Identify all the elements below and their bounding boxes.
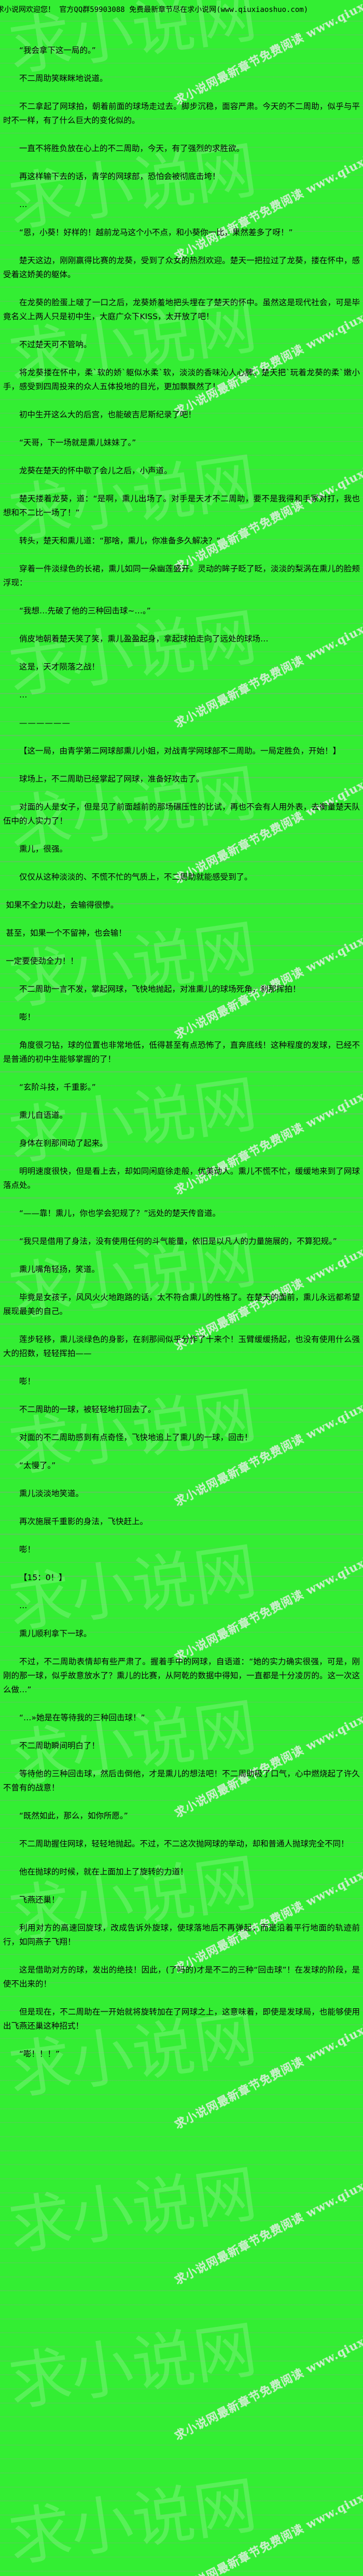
chapter-text-body: “我会拿下这一局的。” 不二周助笑眯眯地说道。不二拿起了网球拍，朝着前面的球场走过… xyxy=(0,44,363,2061)
chapter-paragraph: 这是借助对方的球，发出的绝技！因此，(了吗的)才是不二的三种“回击球”！在发球的… xyxy=(3,1965,360,1989)
chapter-paragraph: 在龙葵的脸蛋上啵了一口之后，龙葵娇羞地把头埋在了楚天的怀中。虽然这是现代社会，可… xyxy=(3,298,360,321)
chapter-paragraph: “我想…先破了他的三种回击球~…。” xyxy=(19,606,151,615)
chapter-paragraph: “我只是借用了身法，没有使用任何的斗气能量，依旧是以凡人的力量施展的，不算犯规。… xyxy=(19,1237,337,1246)
chapter-paragraph: 不二周助握住网球，轻轻地抛起。不过，不二这次抛网球的举动，却和普通人抛球完全不同… xyxy=(19,1839,349,1848)
chapter-paragraph: 熏儿自语道。 xyxy=(19,1111,68,1120)
chapter-paragraph: 如果不全力以赴，会输得很惨。 xyxy=(6,900,119,910)
chapter-paragraph: 再这样输下去的话，青学的网球部，恐怕会被彻底击垮！ xyxy=(19,172,220,181)
chapter-paragraph: 不二周助一言不发，掌起网球，飞快地抛起，对准熏儿的球场死角，刹那挥拍！ xyxy=(19,984,301,994)
chapter-paragraph: 身体在刹那间动了起来。 xyxy=(19,1139,108,1148)
chapter-paragraph: 对面的人是女子，但是见了前面越前的那场碾压性的比试，再也不会有人用外表，去衡量楚… xyxy=(3,802,360,826)
site-watermark: 求小说网最新章节免费阅读 www.qiuxiaoshuo.com xyxy=(172,2295,363,2443)
chapter-paragraph: 球场上，不二周助已经掌起了网球，准备好攻击了。 xyxy=(19,774,204,784)
chapter-paragraph: 嘭！ xyxy=(19,1012,36,1022)
chapter-paragraph: 嘭！ xyxy=(19,1545,36,1554)
chapter-paragraph: “…»她是在等待我的三种回击球！” xyxy=(19,1713,145,1722)
chapter-paragraph: 不二拿起了网球拍，朝着前面的球场走过去。脚步沉稳，面容严肃。今天的不二周助，似乎… xyxy=(3,102,360,125)
chapter-paragraph: 嘭！ xyxy=(19,1377,36,1386)
chapter-paragraph: 龙葵在楚天的怀中歇了会儿之后，小声道。 xyxy=(19,466,172,475)
chapter-paragraph: 不过，不二周助表情却有些严肃了。握着手中的网球，自语道：“她的实力确实很强，可是… xyxy=(3,1657,360,1694)
chapter-paragraph: 楚天搂着龙葵，道：“是啊，熏儿出场了。对手是天才不二周助，要不是我得和手冢对打，… xyxy=(3,494,360,517)
chapter-paragraph: 【这一局，由青学第二网球部熏儿小姐，对战青学网球部不二周助。一局定胜负，开始！】 xyxy=(19,746,341,756)
site-watermark: 求小说网最新章节免费阅读 www.qiuxiaoshuo.com xyxy=(172,2140,363,2287)
page-content: 求小说网欢迎您！ 官方QQ群59903088 免费最新章节尽在求小说网(www.… xyxy=(0,6,363,2061)
chapter-paragraph: 熏儿顺利拿下一球。 xyxy=(19,1629,92,1638)
chapter-paragraph: “恩，小葵！好样的！越前龙马这个小不点，和小葵你一比，果然差多了呀！” xyxy=(19,228,293,237)
margin-watermark-ghost: 求小说网 xyxy=(4,2313,261,2420)
chapter-paragraph: … xyxy=(19,1601,27,1610)
chapter-paragraph: “——靠！熏儿，你也学会犯规了？”远处的楚天传音道。 xyxy=(19,1209,221,1218)
chapter-paragraph: “太慢了。” xyxy=(19,1461,56,1470)
chapter-paragraph: 不二周助瞬间明白了！ xyxy=(19,1741,100,1750)
chapter-paragraph: 俏皮地朝着楚天笑了笑，熏儿盈盈起身，拿起球拍走向了远处的球场… xyxy=(19,634,269,643)
chapter-paragraph: “天哥，下一场就是熏儿妹妹了。” xyxy=(19,438,136,447)
chapter-paragraph: 不过楚天可不管呐。 xyxy=(19,340,92,349)
chapter-paragraph: 一直不将胜负放在心上的不二周助，今天，有了强烈的求胜欲。 xyxy=(19,144,245,153)
chapter-paragraph: … xyxy=(19,200,27,209)
chapter-paragraph: “嘭！！！” xyxy=(19,2049,60,2059)
chapter-paragraph: 【15：0！】 xyxy=(19,1573,67,1582)
chapter-paragraph: 这是，天才陨落之战！ xyxy=(19,662,100,672)
chapter-paragraph: 将龙葵搂在怀中，柔`软的娇`躯似水柔`软，淡淡的香味沁人心脾。楚天把`玩着龙葵的… xyxy=(3,368,360,391)
chapter-paragraph: “我会拿下这一局的。” xyxy=(19,46,96,55)
chapter-paragraph: 不二周助笑眯眯地说道。 xyxy=(19,74,108,83)
chapter-paragraph: 楚天这边，刚刚赢得比赛的龙葵，受到了众女的热烈欢迎。楚天一把拉过了龙葵，搂在怀中… xyxy=(3,256,360,279)
chapter-paragraph: “玄阶斗技，千重影。” xyxy=(19,1083,96,1092)
chapter-paragraph: 莲步轻移，熏儿淡绿色的身影，在刹那间似乎分作了十来个！玉臂缓缓扬起，也没有使用什… xyxy=(3,1335,360,1358)
chapter-paragraph: 毕竟是女孩子，风风火火地跑路的话，太不符合熏儿的性格了。在楚天的面前，熏儿永远都… xyxy=(3,1293,360,1316)
site-watermark: 求小说网最新章节免费阅读 www.qiuxiaoshuo.com xyxy=(172,2451,363,2576)
margin-watermark-ghost: 求小说网 xyxy=(4,2158,261,2264)
chapter-paragraph: 仅仅从这种淡淡的、不慌不忙的气质上，不二周助就能感受到了。 xyxy=(19,872,253,882)
section-divider: —————— xyxy=(19,718,71,728)
chapter-paragraph: “既然如此，那么，如你所愿。” xyxy=(19,1811,128,1820)
chapter-paragraph: 不二周助的一球，被轻轻地打回去了。 xyxy=(19,1405,156,1414)
chapter-paragraph: 角度很刁钻，球的位置也非常地低，低得甚至有点恐怖了，直奔底线！这种程度的发球，已… xyxy=(3,1040,360,1064)
chapter-paragraph: 甚至，如果一个不留神，也会输！ xyxy=(6,928,127,938)
chapter-paragraph: 熏儿，很强。 xyxy=(19,844,68,854)
chapter-paragraph: 明明速度很快，但是看上去，却如同闲庭徐走般，优美动人。熏儿不慌不忙，缓缓地来到了… xyxy=(3,1167,360,1190)
chapter-paragraph: 一定要使劲全力！！ xyxy=(6,956,78,966)
chapter-paragraph: 初中生开这么大的后宫，也能破吉尼斯纪录了吧！ xyxy=(19,410,197,419)
chapter-paragraph: 熏儿嘴角轻扬，笑道。 xyxy=(19,1265,100,1274)
header-spacer xyxy=(0,16,363,44)
chapter-paragraph: 等待他的三种回击球，然后击倒他，才是熏儿的想法吧！不二周助吸了口气，心中燃烧起了… xyxy=(3,1769,360,1792)
chapter-paragraph: 再次施展千重影的身法，飞快赶上。 xyxy=(19,1517,148,1526)
chapter-paragraph: 飞燕还巢！ xyxy=(19,1895,60,1904)
chapter-paragraph: 转头，楚天和熏儿道：“那啥，熏儿，你准备多久解决？” xyxy=(19,536,221,545)
chapter-paragraph: 熏儿淡淡地笑道。 xyxy=(19,1489,84,1498)
chapter-paragraph: 利用对方的高速回旋球，改成告诉外旋球，使球落地后不再弹起，而是沿着平行地面的轨迹… xyxy=(3,1923,360,1947)
chapter-paragraph: … xyxy=(19,690,27,700)
chapter-paragraph: 穿着一件淡绿色的长裙，熏儿如同一朵幽莲盛开。灵动的眸子眨了眨，淡淡的梨涡在熏儿的… xyxy=(3,564,360,587)
margin-watermark-ghost: 求小说网 xyxy=(4,2469,261,2575)
chapter-paragraph: 但是现在，不二周助在一开始就将旋转加在了网球之上，这意味着，即使是发球局，也能够… xyxy=(3,2007,360,2031)
site-header-banner: 求小说网欢迎您！ 官方QQ群59903088 免费最新章节尽在求小说网(www.… xyxy=(0,6,309,14)
chapter-paragraph: 对面的不二周助感到有点奇怪，飞快地追上了熏儿的一球，回击！ xyxy=(19,1433,253,1442)
chapter-paragraph: 他在抛球的时候，就在上面加上了旋转的力道！ xyxy=(19,1867,188,1876)
